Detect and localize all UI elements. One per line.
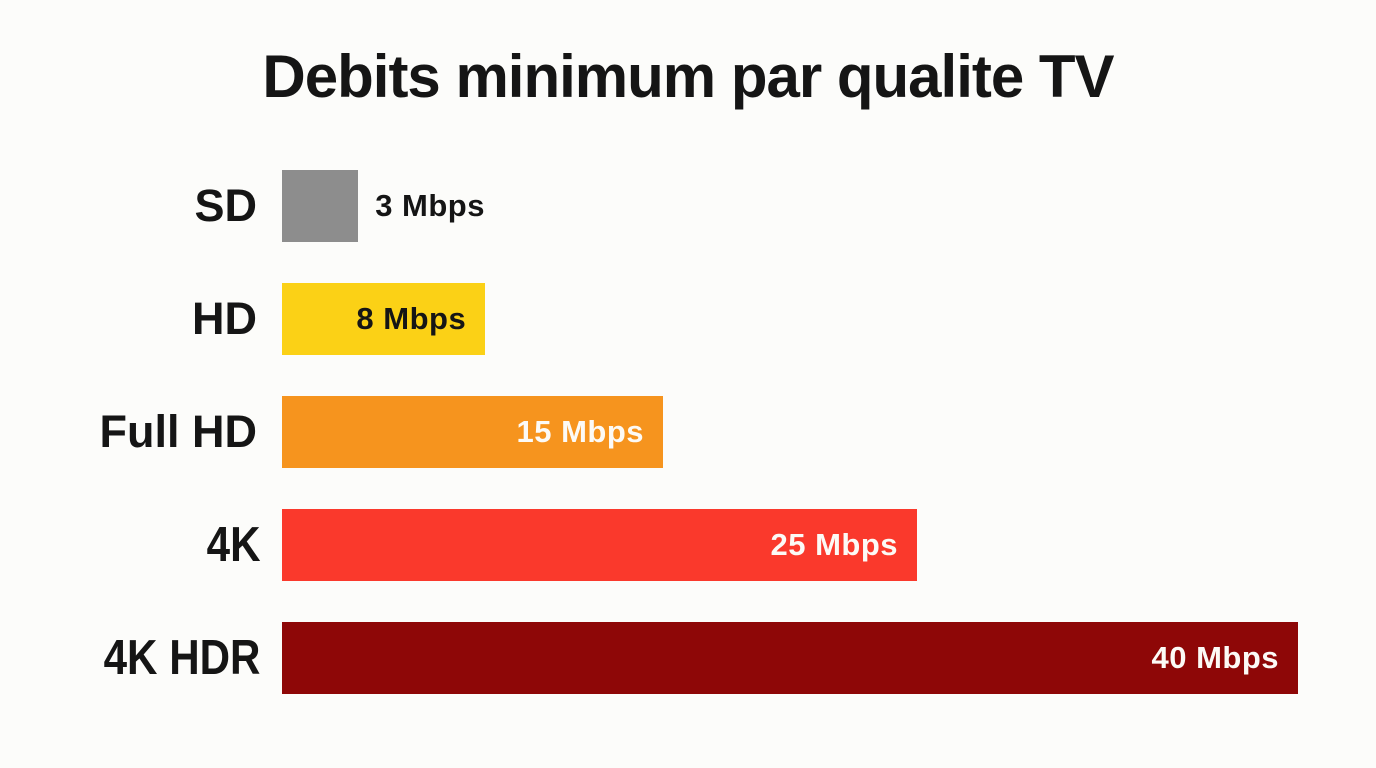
value-label: 15 Mbps [516, 414, 644, 449]
category-label: SD [194, 180, 257, 231]
bar-track: 8 Mbps 8 Mbps [282, 283, 1298, 355]
bar-track: 15 Mbps 15 Mbps [282, 396, 1298, 468]
bar-track: 40 Mbps 40 Mbps [282, 622, 1298, 694]
category-label: 4K [206, 518, 261, 572]
bar: 40 Mbps [282, 622, 1298, 694]
bar: 15 Mbps [282, 396, 663, 468]
bar-track: 3 Mbps 3 Mbps [282, 170, 1298, 242]
value-label: 40 Mbps [1151, 640, 1279, 675]
bar-row: SD 3 Mbps 3 Mbps [0, 170, 1376, 242]
value-label: 25 Mbps [770, 527, 898, 562]
value-label: 8 Mbps [356, 301, 467, 336]
bar: 25 Mbps [282, 509, 917, 581]
category-label: 4K HDR [103, 631, 261, 685]
category-label: HD [192, 293, 257, 344]
bar: 8 Mbps [282, 283, 486, 355]
bar-row: HD 8 Mbps 8 Mbps [0, 283, 1376, 355]
bar-chart: SD 3 Mbps 3 Mbps HD 8 Mbps 8 Mbps Full H… [0, 170, 1376, 735]
bar-row: 4K 25 Mbps 25 Mbps [0, 509, 1376, 581]
bar-track: 25 Mbps 25 Mbps [282, 509, 1298, 581]
category-label: Full HD [99, 406, 257, 457]
chart-title: Debits minimum par qualite TV [262, 43, 1114, 110]
bar-row: 4K HDR 40 Mbps 40 Mbps [0, 622, 1376, 694]
bar: 3 Mbps [282, 170, 359, 242]
value-label: 3 Mbps [375, 188, 485, 223]
bar-row: Full HD 15 Mbps 15 Mbps [0, 396, 1376, 468]
